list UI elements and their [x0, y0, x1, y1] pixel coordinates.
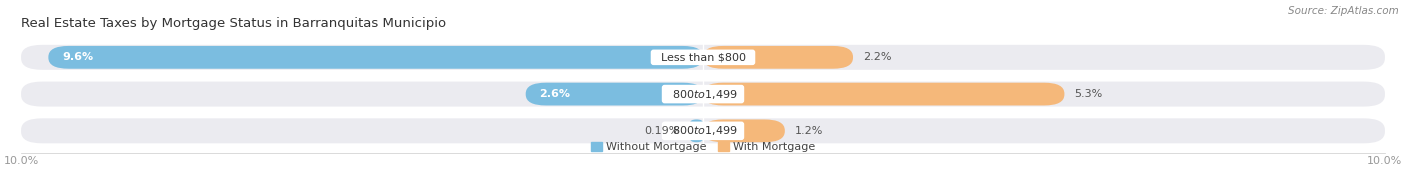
Text: 2.2%: 2.2%	[863, 52, 891, 62]
FancyBboxPatch shape	[703, 83, 1064, 105]
FancyBboxPatch shape	[703, 46, 853, 69]
Text: 5.3%: 5.3%	[1074, 89, 1102, 99]
FancyBboxPatch shape	[48, 46, 703, 69]
FancyBboxPatch shape	[21, 45, 1385, 70]
Text: 9.6%: 9.6%	[62, 52, 93, 62]
FancyBboxPatch shape	[526, 83, 703, 105]
FancyBboxPatch shape	[690, 119, 703, 142]
Text: $800 to $1,499: $800 to $1,499	[665, 124, 741, 137]
FancyBboxPatch shape	[21, 118, 1385, 143]
Text: 0.19%: 0.19%	[644, 126, 681, 136]
Text: Real Estate Taxes by Mortgage Status in Barranquitas Municipio: Real Estate Taxes by Mortgage Status in …	[21, 17, 446, 30]
Text: Less than $800: Less than $800	[654, 52, 752, 62]
Text: 2.6%: 2.6%	[540, 89, 571, 99]
Text: Source: ZipAtlas.com: Source: ZipAtlas.com	[1288, 6, 1399, 16]
Legend: Without Mortgage, With Mortgage: Without Mortgage, With Mortgage	[586, 137, 820, 157]
FancyBboxPatch shape	[21, 82, 1385, 107]
Text: 1.2%: 1.2%	[794, 126, 824, 136]
FancyBboxPatch shape	[703, 119, 785, 142]
Text: $800 to $1,499: $800 to $1,499	[665, 88, 741, 101]
